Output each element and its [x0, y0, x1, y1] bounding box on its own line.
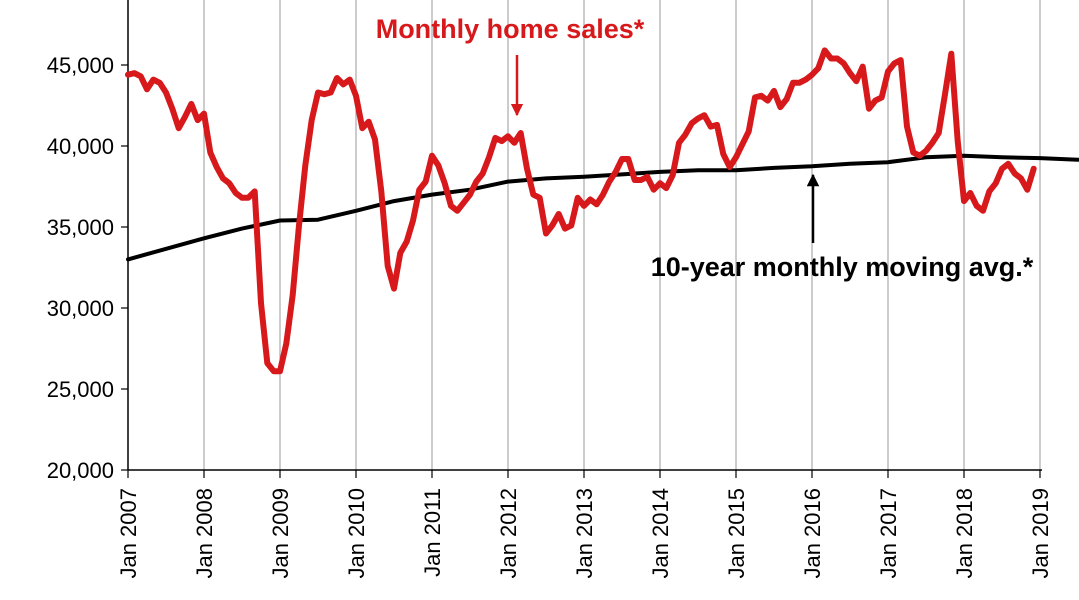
x-tick-label: Jan 2018 [952, 488, 977, 579]
monthly-home-sales-annotation: Monthly home sales* [376, 14, 645, 44]
x-tick-label: Jan 2014 [648, 488, 673, 579]
x-tick-label: Jan 2010 [344, 488, 369, 579]
x-tick-label: Jan 2011 [420, 488, 445, 577]
moving-average-line [126, 153, 1079, 262]
axes [121, 0, 1042, 478]
x-tick-label: Jan 2012 [496, 488, 521, 579]
gridlines [203, 0, 1041, 470]
x-tick-label: Jan 2017 [876, 488, 901, 579]
series-lines [125, 47, 1079, 375]
annotations: Monthly home sales* 10-year monthly movi… [376, 14, 1034, 282]
x-tick-label: Jan 2013 [572, 488, 597, 579]
x-tick-label: Jan 2019 [1028, 488, 1053, 579]
x-tick-label: Jan 2009 [268, 488, 293, 579]
y-tick-label: 30,000 [47, 296, 114, 321]
x-tick-label: Jan 2007 [116, 488, 141, 579]
x-tick-label: Jan 2008 [192, 488, 217, 579]
x-tick-label: Jan 2016 [800, 488, 825, 579]
monthly-home-sales-line [125, 47, 1037, 375]
y-tick-label: 25,000 [47, 377, 114, 402]
x-tick-label: Jan 2015 [724, 488, 749, 579]
moving-average-annotation: 10-year monthly moving avg.* [651, 252, 1034, 282]
x-axis-tick-labels: Jan 2007 Jan 2008 Jan 2009 Jan 2010 Jan 2011… [116, 488, 1053, 579]
y-tick-label: 35,000 [47, 215, 114, 240]
y-axis-tick-labels: 20,000 25,000 30,000 35,000 40,000 45,000 [47, 53, 114, 483]
y-tick-label: 40,000 [47, 134, 114, 159]
y-tick-label: 20,000 [47, 458, 114, 483]
y-tick-label: 45,000 [47, 53, 114, 78]
